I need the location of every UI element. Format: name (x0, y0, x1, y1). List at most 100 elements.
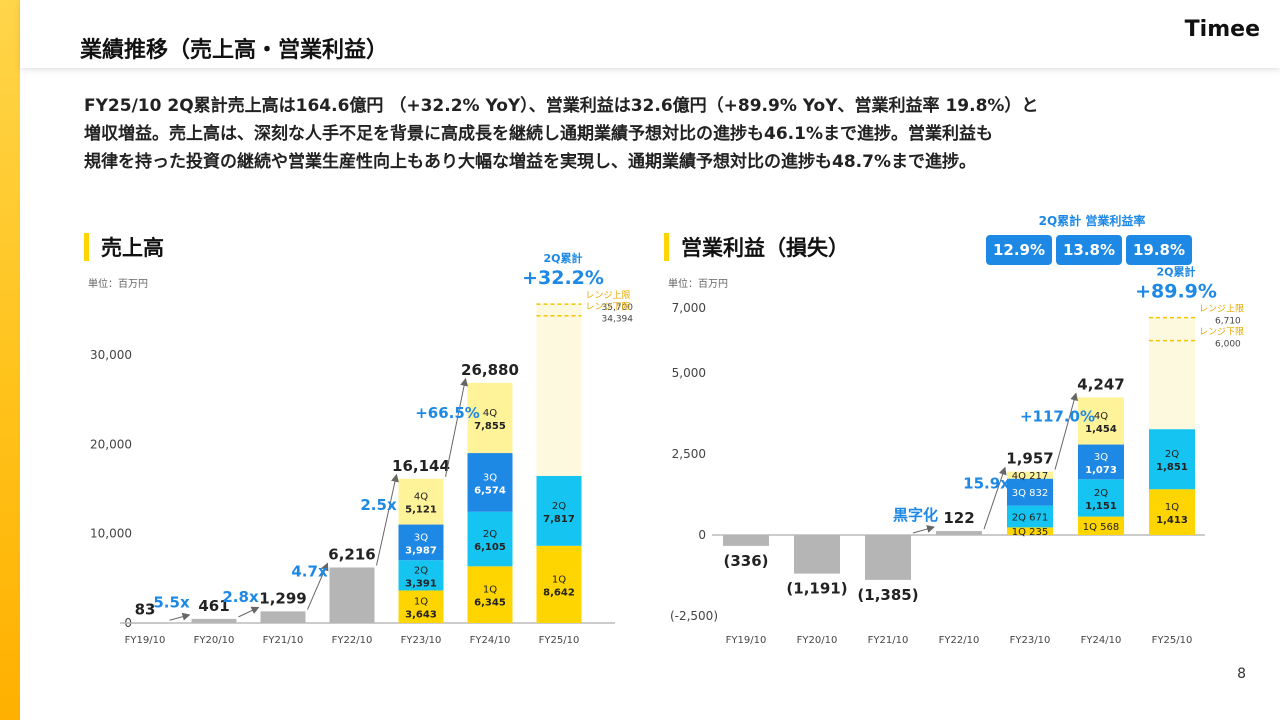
revenue-range-upper-value: 35,700 (602, 303, 634, 313)
profit-segment-label: 3Q 832 (1012, 488, 1049, 499)
profit-bar-segment-1q (1007, 527, 1053, 535)
profit-growth-label: +117.0% (1020, 407, 1095, 425)
revenue-bar-segment-1q (398, 590, 444, 623)
summary-line: 増収増益。売上高は、深刻な人手不足を背景に高成長を継続し通期業績予想対比の進捗も… (84, 124, 993, 144)
profit-cumulative-value: +89.9% (1135, 281, 1217, 303)
revenue-section-header: 売上高 (84, 232, 164, 262)
profit-growth-arrow (983, 466, 1007, 530)
revenue-segment-value: 7,855 (474, 421, 506, 432)
profit-growth-arrow (912, 525, 935, 534)
revenue-y-tick-label: 10,000 (90, 527, 132, 541)
revenue-bar (191, 618, 237, 623)
revenue-bar (260, 611, 306, 623)
profit-segment-value: 1,454 (1085, 424, 1117, 435)
revenue-segment-value: 5,121 (405, 505, 437, 516)
revenue-segment-quarter: 4Q (414, 492, 428, 503)
summary-line: FY25/10 2Q累計売上高は164.6億円 （+32.2% YoY）、営業利… (84, 96, 1039, 116)
revenue-range-upper-label: レンジ上限 (586, 290, 631, 301)
profit-bar (936, 531, 982, 535)
revenue-cumulative-value: +32.2% (522, 267, 604, 289)
profit-total-label: 1,957 (1006, 450, 1053, 468)
profit-total-label: (1,191) (786, 580, 847, 598)
profit-y-tick-label: 5,000 (672, 366, 706, 380)
revenue-growth-arrow (376, 473, 399, 566)
profit-segment-value: 1,073 (1085, 465, 1117, 476)
revenue-segment-quarter: 1Q (483, 585, 497, 596)
revenue-segment-value: 3,987 (405, 545, 437, 556)
profit-segment-label: 4Q 217 (1012, 471, 1049, 482)
revenue-x-tick-label: FY20/10 (194, 635, 235, 646)
revenue-bar-segment-3q (398, 524, 444, 561)
revenue-x-tick-label: FY25/10 (539, 635, 580, 646)
profit-bar-segment-3q (1078, 444, 1124, 480)
profit-x-tick-label: FY23/10 (1010, 635, 1051, 646)
profit-range-lower-label: レンジ下限 (1199, 327, 1244, 338)
profit-chart-title: 営業利益（損失） (681, 236, 849, 260)
profit-x-tick-label: FY22/10 (939, 635, 980, 646)
revenue-segment-value: 3,643 (405, 610, 437, 621)
revenue-total-label: 16,144 (392, 457, 450, 475)
profit-bar (865, 535, 911, 580)
revenue-segment-quarter: 1Q (414, 597, 428, 608)
revenue-growth-arrow (307, 562, 329, 610)
revenue-x-tick-label: FY23/10 (401, 635, 442, 646)
profit-segment-quarter: 2Q (1165, 449, 1179, 460)
revenue-segment-value: 6,105 (474, 542, 506, 553)
profit-bar-segment-1q (1078, 516, 1124, 535)
revenue-range-lower-value: 34,394 (602, 315, 634, 325)
revenue-segment-quarter: 2Q (552, 501, 566, 512)
page-title: 業績推移（売上高・営業利益） (80, 38, 389, 63)
revenue-x-tick-label: FY22/10 (332, 635, 373, 646)
revenue-range-lower-label: レンジ下限 (586, 302, 631, 313)
revenue-segment-quarter: 4Q (483, 408, 497, 419)
revenue-growth-label: 4.7x (291, 562, 328, 580)
profit-bar-segment-3q (1007, 478, 1053, 506)
profit-segment-quarter: 3Q (1094, 452, 1108, 463)
profit-segment-quarter: 2Q (1094, 488, 1108, 499)
profit-bar-segment-4q (1007, 471, 1053, 479)
revenue-total-label: 1,299 (259, 589, 306, 607)
revenue-growth-arrow (445, 377, 469, 477)
profit-cumulative-label: 2Q累計 (1156, 265, 1195, 279)
revenue-bar-segment-2q (536, 475, 582, 546)
revenue-growth-label: +66.5% (415, 404, 480, 422)
profit-segment-label: 2Q 671 (1012, 513, 1049, 524)
revenue-growth-label: 2.8x (222, 588, 259, 606)
revenue-bar-segment-2q (467, 511, 513, 567)
summary-text: FY25/10 2Q累計売上高は164.6億円 （+32.2% YoY）、営業利… (84, 92, 1234, 176)
profit-total-label: 4,247 (1077, 375, 1124, 393)
timee-logo: Timee (1184, 17, 1260, 42)
profit-section-header: 営業利益（損失） (664, 232, 849, 262)
page-number: 8 (1237, 666, 1246, 682)
operating-margin-label: 2Q累計 営業利益率 (1038, 214, 1146, 228)
revenue-total-label: 83 (135, 600, 156, 618)
revenue-bar-segment-1q (467, 566, 513, 623)
margin-badge: 19.8% (1126, 235, 1192, 265)
profit-y-tick-label: 0 (698, 528, 706, 542)
profit-y-tick-label: (-2,500) (670, 609, 718, 623)
revenue-segment-value: 7,817 (543, 514, 575, 525)
profit-growth-arrow (1054, 392, 1078, 470)
revenue-total-label: 26,880 (461, 361, 519, 379)
revenue-growth-arrow (238, 606, 260, 618)
revenue-segment-value: 3,391 (405, 578, 437, 589)
section-marker (664, 233, 669, 261)
revenue-x-tick-label: FY19/10 (125, 635, 166, 646)
summary-line: 規律を持った投資の継続や営業生産性向上もあり大幅な増益を実現し、通期業績予想対比… (84, 152, 976, 172)
profit-bar-segment-2q (1149, 429, 1195, 490)
profit-x-tick-label: FY21/10 (868, 635, 909, 646)
revenue-x-tick-label: FY21/10 (263, 635, 304, 646)
revenue-chart-title: 売上高 (101, 236, 164, 260)
profit-x-tick-label: FY19/10 (726, 635, 767, 646)
profit-growth-label: 15.9x (963, 474, 1010, 492)
revenue-segment-quarter: 3Q (414, 532, 428, 543)
profit-segment-value: 1,151 (1085, 501, 1117, 512)
top-bar (20, 0, 1280, 68)
margin-badge: 12.9% (986, 235, 1052, 265)
profit-bar (723, 535, 769, 546)
revenue-total-label: 6,216 (328, 545, 375, 563)
revenue-segment-quarter: 3Q (483, 472, 497, 483)
profit-x-tick-label: FY24/10 (1081, 635, 1122, 646)
operating-margin-badges: 12.9% 13.8% 19.8% (986, 235, 1198, 265)
